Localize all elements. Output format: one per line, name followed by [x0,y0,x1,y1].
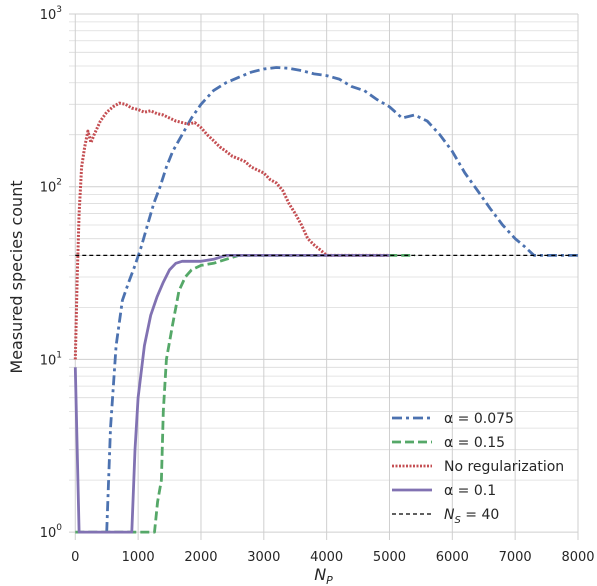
y-tick-label: 103 [40,5,62,23]
y-tick-label: 100 [40,523,63,541]
legend-label-3: No regularization [444,459,564,475]
axis-labels: Measured species count NP [7,180,333,586]
legend: α = 0.075 α = 0.15 No regularization α = 0.… [392,411,564,526]
series-line-4 [73,253,390,534]
x-tick-label: 7000 [499,550,532,565]
series-line-1 [105,66,578,533]
series-line-3 [73,101,390,360]
x-tick-label: 0 [71,550,79,565]
x-axis-title: NP [314,565,333,586]
legend-label-5: NS = 40 [444,507,499,526]
y-axis-title: Measured species count [7,180,26,373]
legend-label-4: α = 0.1 [444,483,496,499]
x-tick-label: 4000 [310,550,343,565]
x-tick-label: 2000 [184,550,217,565]
x-tick-label: 6000 [436,550,469,565]
x-tick-label: 5000 [373,550,406,565]
x-tick-label: 1000 [122,550,155,565]
grid [69,13,579,540]
x-tick-label: 3000 [247,550,280,565]
series-layer [73,66,578,534]
ticks: 0 1000 2000 3000 4000 5000 6000 7000 8000 100 101 1… [40,5,595,565]
y-tick-label: 101 [40,350,62,368]
legend-label-2: α = 0.15 [444,435,505,451]
legend-label-1: α = 0.075 [444,411,514,427]
y-tick-label: 102 [40,178,62,196]
x-tick-label: 8000 [561,550,594,565]
